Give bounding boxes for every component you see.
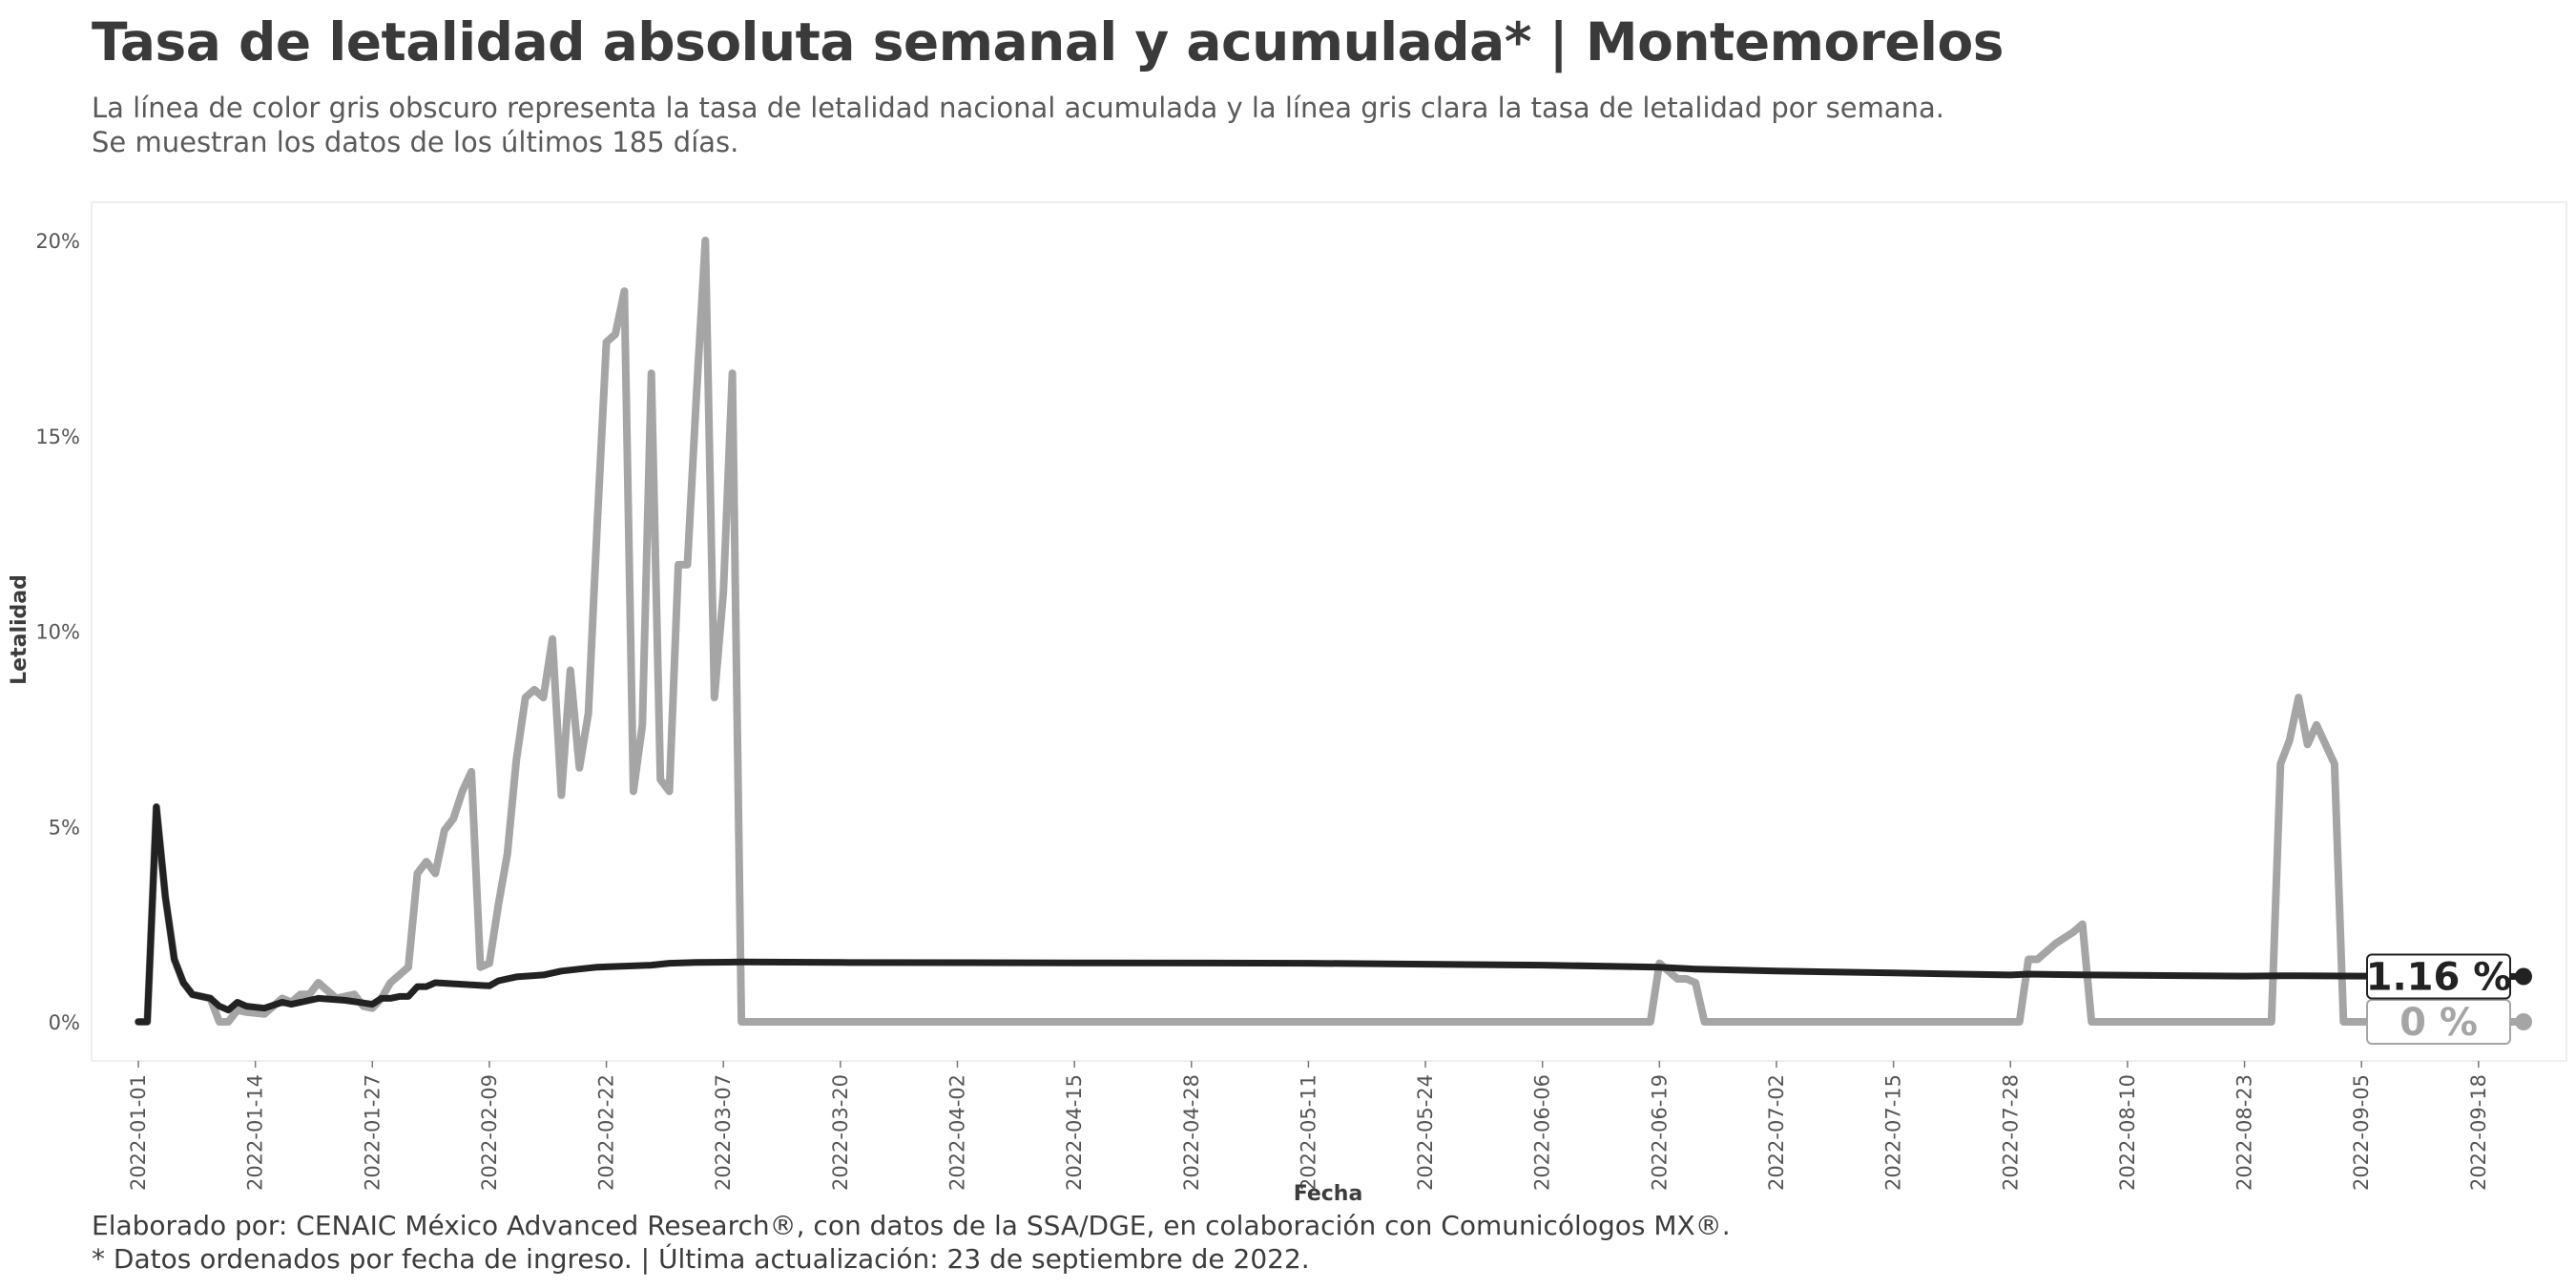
x-tick-label: 2022-08-10 (2116, 1074, 2139, 1191)
x-tick-label: 2022-09-18 (2467, 1074, 2490, 1191)
y-tick-label: 20% (35, 230, 80, 253)
x-tick-label: 2022-01-01 (127, 1074, 150, 1191)
x-tick-label: 2022-06-19 (1648, 1074, 1671, 1191)
x-tick-label: 2022-03-07 (712, 1074, 735, 1191)
accumulated-end-label-box (2366, 953, 2511, 1000)
x-tick-label: 2022-08-23 (2233, 1074, 2256, 1191)
y-axis-title: Letalidad (8, 574, 31, 685)
caption-source: Elaborado por: CENAIC México Advanced Re… (92, 1210, 1731, 1241)
x-tick-label: 2022-07-28 (1999, 1074, 2022, 1191)
x-tick-label: 2022-04-15 (1063, 1074, 1086, 1191)
y-tick-label: 5% (49, 816, 80, 839)
y-tick-label: 15% (35, 426, 80, 448)
end-labels: 0 %1.16 % (2366, 953, 2512, 1045)
x-tick-label: 2022-06-06 (1531, 1074, 1554, 1191)
x-tick-label: 2022-01-14 (244, 1074, 267, 1191)
weekly-end-point (2515, 1013, 2532, 1030)
accumulated-end-label: 1.16 % (2366, 955, 2512, 999)
chart-subtitle-line-2: Se muestran los datos de los últimos 185… (92, 126, 739, 158)
x-tick-label: 2022-01-27 (361, 1074, 384, 1191)
x-axis: 2022-01-01 2022-01-14 2022-01-27 2022-02-09… (127, 1061, 2490, 1191)
y-axis: 0% 5% 10% 15% 20% (35, 230, 80, 1034)
weekly-line (135, 237, 2527, 1026)
chart-title: Tasa de letalidad absoluta semanal y acu… (92, 11, 2005, 73)
x-tick-label: 2022-07-15 (1882, 1074, 1905, 1191)
x-axis-title: Fecha (1294, 1182, 1363, 1206)
accumulated-end-point (2515, 967, 2532, 986)
chart-subtitle-line-1: La línea de color gris obscuro represent… (92, 92, 1944, 124)
weekly-end-label: 0 % (2399, 1001, 2478, 1045)
x-tick-label: 2022-04-28 (1180, 1074, 1203, 1191)
weekly-end-label-box (2366, 999, 2511, 1045)
y-tick-label: 0% (49, 1011, 80, 1034)
x-tick-label: 2022-05-11 (1297, 1074, 1319, 1191)
x-tick-label: 2022-09-05 (2350, 1074, 2373, 1191)
series-layer (135, 237, 2532, 1030)
x-tick-label: 2022-02-09 (478, 1074, 501, 1191)
caption-notes: * Datos ordenados por fecha de ingreso. … (92, 1243, 1310, 1275)
x-tick-label: 2022-03-20 (829, 1074, 852, 1191)
x-tick-label: 2022-04-02 (945, 1074, 968, 1191)
x-tick-label: 2022-07-02 (1765, 1074, 1788, 1191)
x-tick-label: 2022-05-24 (1414, 1074, 1437, 1191)
x-tick-label: 2022-02-22 (595, 1074, 618, 1191)
plot-panel (91, 201, 2567, 1062)
y-tick-label: 10% (35, 621, 80, 644)
accumulated-line (135, 803, 2527, 1026)
